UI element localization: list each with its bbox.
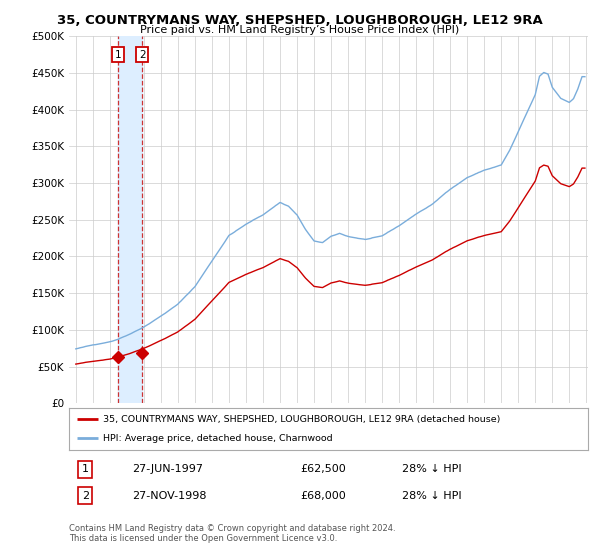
Text: 27-NOV-1998: 27-NOV-1998 <box>132 491 206 501</box>
Text: 2: 2 <box>82 491 89 501</box>
Text: Price paid vs. HM Land Registry’s House Price Index (HPI): Price paid vs. HM Land Registry’s House … <box>140 25 460 35</box>
Text: 1: 1 <box>115 50 121 60</box>
Text: £68,000: £68,000 <box>300 491 346 501</box>
Text: 27-JUN-1997: 27-JUN-1997 <box>132 464 203 474</box>
Text: HPI: Average price, detached house, Charnwood: HPI: Average price, detached house, Char… <box>103 434 332 443</box>
Bar <box>118 36 142 403</box>
Text: £62,500: £62,500 <box>300 464 346 474</box>
Text: 35, COUNTRYMANS WAY, SHEPSHED, LOUGHBOROUGH, LE12 9RA (detached house): 35, COUNTRYMANS WAY, SHEPSHED, LOUGHBORO… <box>103 414 500 423</box>
Text: Contains HM Land Registry data © Crown copyright and database right 2024.
This d: Contains HM Land Registry data © Crown c… <box>69 524 395 543</box>
Text: 35, COUNTRYMANS WAY, SHEPSHED, LOUGHBOROUGH, LE12 9RA: 35, COUNTRYMANS WAY, SHEPSHED, LOUGHBORO… <box>57 14 543 27</box>
Text: 1: 1 <box>82 464 89 474</box>
Text: 28% ↓ HPI: 28% ↓ HPI <box>402 491 461 501</box>
Text: 28% ↓ HPI: 28% ↓ HPI <box>402 464 461 474</box>
Text: 2: 2 <box>139 50 145 60</box>
